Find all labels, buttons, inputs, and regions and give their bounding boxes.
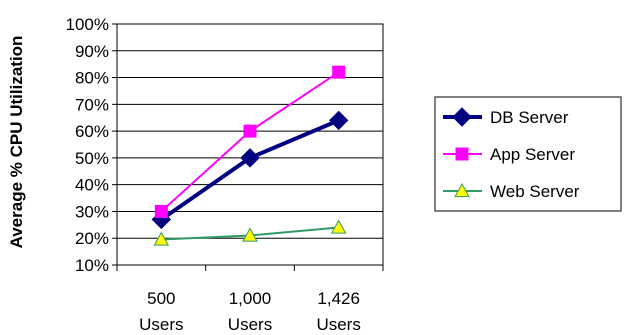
series-1-point	[154, 204, 168, 218]
x-tick-label: 1,426 Users	[316, 289, 360, 334]
y-tick-label: 80%	[75, 69, 109, 88]
legend-marker-1	[455, 147, 469, 161]
y-axis-label-group: Average % CPU Utilization	[7, 36, 26, 249]
y-tick-labels: 10% 20% 30% 40% 50% 60% 70% 80% 90% 100%	[66, 15, 109, 275]
y-tick-label: 40%	[75, 176, 109, 195]
series-1-point	[332, 65, 346, 79]
y-tick-label: 70%	[75, 95, 109, 114]
series-2-point	[330, 219, 347, 234]
series-1-point	[243, 124, 257, 138]
legend-label-1: App Server	[490, 145, 575, 164]
legend-marker-0	[452, 107, 472, 127]
y-tick-label: 20%	[75, 229, 109, 248]
y-axis-label: Average % CPU Utilization	[7, 36, 26, 249]
series-0-point	[328, 110, 349, 131]
series-2-point	[153, 231, 170, 246]
x-tick-labels: 500 Users 1,000 Users 1,426 Users	[139, 289, 361, 334]
x-tick-label: 1,000 Users	[228, 289, 272, 334]
y-tick-label: 50%	[75, 149, 109, 168]
series-0-point	[240, 148, 260, 168]
series-line-1	[160, 71, 340, 213]
legend-label-0: DB Server	[490, 108, 569, 127]
plot-area-border	[116, 23, 384, 266]
y-tick-label: 60%	[75, 122, 109, 141]
y-tick-label: 90%	[75, 42, 109, 61]
axes	[112, 23, 384, 271]
y-tick-label: 30%	[75, 202, 109, 221]
legend-marker-2	[454, 182, 470, 198]
legend-label-2: Web Server	[490, 182, 580, 201]
series-group	[151, 65, 349, 246]
y-tick-label: 100%	[66, 15, 109, 34]
legend: DB Server App Server Web Server	[434, 96, 622, 212]
y-tick-label: 10%	[75, 256, 109, 275]
x-tick-label: 500 Users	[139, 289, 183, 334]
series-2-point	[242, 227, 258, 242]
